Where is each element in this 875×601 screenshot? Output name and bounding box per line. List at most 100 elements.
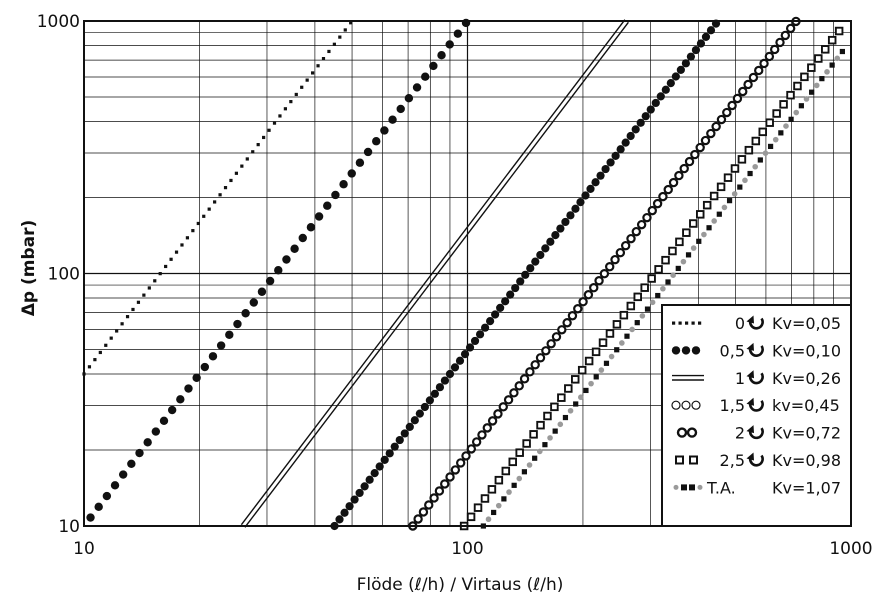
- data-point: [809, 89, 815, 95]
- data-point: [265, 276, 275, 286]
- data-point: [169, 257, 173, 261]
- legend-kv-label: Kv=0,10: [772, 341, 841, 360]
- series-line: [240, 19, 626, 526]
- legend-kv-label: kv=0,45: [772, 396, 840, 415]
- data-point: [626, 301, 636, 311]
- data-point: [658, 191, 668, 202]
- data-point: [430, 389, 440, 398]
- data-point: [498, 402, 508, 412]
- data-point: [102, 491, 112, 501]
- legend-marker: [673, 484, 679, 490]
- data-point: [465, 343, 475, 352]
- data-point: [535, 353, 546, 363]
- legend-kv-label: Kv=0,05: [772, 314, 841, 333]
- data-point: [732, 93, 743, 104]
- legend-marker: [671, 400, 681, 410]
- data-point: [164, 264, 168, 269]
- data-point: [636, 118, 645, 127]
- turn-arrow-icon: [746, 370, 764, 385]
- data-point: [599, 269, 610, 279]
- data-point: [624, 333, 630, 339]
- data-point: [516, 277, 525, 286]
- legend-row: T.A. Kv=1,07: [673, 478, 841, 497]
- data-point: [680, 258, 687, 265]
- legend-kv-label: Kv=1,07: [772, 478, 841, 497]
- data-point: [723, 173, 733, 182]
- data-point: [752, 163, 759, 170]
- data-point: [567, 311, 578, 321]
- turn-arrow-head: [746, 342, 754, 351]
- data-point: [360, 482, 369, 491]
- data-point: [671, 72, 680, 81]
- data-point: [571, 204, 580, 213]
- data-point: [681, 59, 690, 68]
- data-point: [380, 126, 389, 135]
- legend-marker: [681, 400, 691, 410]
- data-point: [311, 71, 315, 75]
- data-point: [612, 320, 622, 329]
- data-point: [644, 306, 651, 312]
- data-point: [626, 233, 636, 244]
- data-point: [786, 90, 795, 100]
- data-point: [294, 92, 298, 97]
- data-point: [482, 423, 492, 433]
- series-line: [244, 21, 629, 528]
- data-point: [521, 270, 530, 279]
- data-point: [557, 421, 564, 428]
- data-point: [200, 362, 210, 372]
- data-point: [440, 479, 450, 489]
- legend-series-name: T.A.: [706, 478, 736, 497]
- data-point: [767, 143, 774, 150]
- data-point: [834, 55, 841, 62]
- data-point: [86, 513, 95, 522]
- data-point: [709, 191, 719, 201]
- y-axis-label: Δp (mbar): [19, 220, 39, 317]
- data-point: [274, 266, 283, 275]
- data-point: [674, 170, 684, 181]
- data-point: [185, 236, 190, 240]
- data-point: [233, 319, 242, 329]
- data-point: [501, 297, 510, 306]
- data-point: [793, 109, 800, 116]
- data-point: [429, 493, 439, 503]
- turn-arrow-icon: [746, 452, 764, 467]
- data-point: [372, 137, 381, 146]
- data-point: [700, 135, 711, 146]
- data-point: [814, 54, 823, 63]
- data-point: [519, 374, 530, 384]
- data-point: [772, 109, 781, 118]
- data-point: [213, 200, 217, 204]
- data-point: [343, 28, 347, 32]
- data-point: [661, 85, 670, 94]
- data-point: [184, 384, 193, 393]
- data-point: [583, 387, 589, 394]
- data-point: [793, 81, 802, 91]
- data-point: [495, 502, 502, 509]
- data-point: [820, 45, 830, 54]
- data-point: [300, 85, 304, 89]
- data-point: [742, 177, 748, 184]
- legend-row: 0,5 Kv=0,10: [671, 341, 841, 360]
- data-point: [536, 448, 543, 455]
- data-point: [435, 383, 445, 392]
- data-point: [660, 285, 666, 292]
- data-point: [547, 435, 553, 441]
- series-open-circles: [408, 16, 801, 531]
- data-point: [191, 229, 195, 233]
- data-point: [586, 184, 595, 193]
- data-point: [829, 62, 835, 68]
- data-point: [716, 211, 722, 217]
- legend-series-name: 2: [735, 424, 745, 443]
- data-point: [701, 32, 711, 41]
- data-point: [803, 96, 810, 102]
- data-point: [654, 265, 663, 274]
- data-point: [331, 190, 340, 200]
- data-point: [726, 198, 733, 204]
- data-point: [494, 475, 504, 485]
- data-point: [759, 58, 769, 69]
- data-point: [695, 210, 705, 219]
- data-point: [445, 472, 455, 482]
- data-point: [626, 131, 635, 141]
- data-point: [388, 115, 397, 124]
